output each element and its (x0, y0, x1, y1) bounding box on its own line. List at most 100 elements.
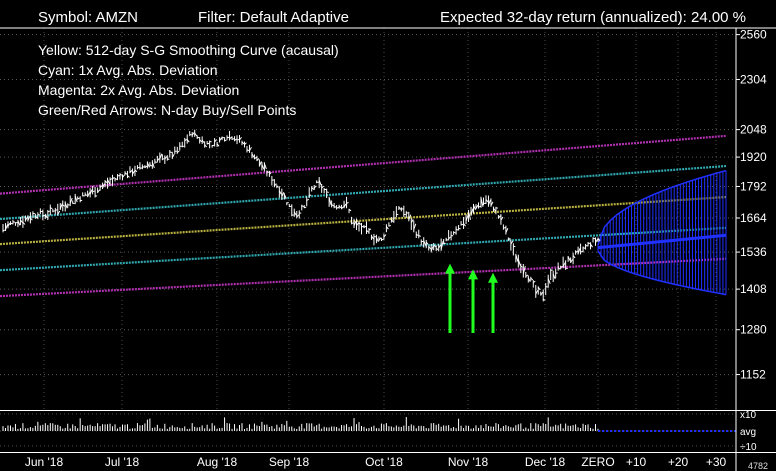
price-close-tick (331, 204, 334, 207)
price-close-tick (520, 265, 524, 268)
price-close-tick (440, 241, 444, 250)
price-close-tick (346, 201, 349, 204)
price-close-tick (396, 213, 399, 216)
price-close-tick (321, 185, 325, 189)
price-close-tick (480, 197, 484, 207)
price-close-tick (543, 298, 546, 301)
price-close-tick (234, 138, 237, 141)
price-close-tick (144, 165, 148, 169)
price-close-tick (580, 250, 583, 253)
x-tick-label: Oct '18 (365, 455, 403, 469)
price-close-tick (463, 223, 466, 227)
price-close-tick (114, 177, 118, 180)
price-close-tick (453, 231, 456, 234)
price-close-tick (381, 238, 384, 241)
price-close-tick (74, 195, 78, 203)
price-close-tick (249, 147, 252, 152)
price-close-tick (239, 137, 242, 141)
price-close-tick (224, 139, 227, 142)
price-close-tick (87, 192, 91, 197)
band-dev1 (0, 164, 727, 221)
price-close-tick (266, 170, 270, 173)
price-close-tick (201, 139, 205, 144)
price-close-tick (162, 158, 165, 160)
price-close-tick (328, 197, 332, 206)
price-close-tick (530, 277, 534, 281)
legend-yellow: Yellow: 512-day S-G Smoothing Curve (aca… (38, 42, 339, 58)
price-close-tick (535, 290, 539, 295)
buy-arrow-head (488, 272, 498, 283)
price-close-tick (468, 211, 472, 220)
price-close-tick (99, 185, 103, 188)
price-close-tick (57, 210, 61, 215)
forecast-center-line (597, 233, 727, 250)
buy-arrow-head (445, 263, 455, 274)
forecast-upper-edge (597, 169, 727, 246)
price-close-tick (533, 280, 536, 283)
price-close-tick (446, 239, 449, 241)
price-close-tick (425, 241, 429, 245)
price-close-tick (10, 222, 13, 225)
price-close-tick (570, 259, 574, 263)
legend-arrows: Green/Red Arrows: N-day Buy/Sell Points (38, 102, 297, 118)
price-close-tick (273, 183, 277, 187)
legend-cyan: Cyan: 1x Avg. Abs. Deviation (38, 62, 218, 78)
grid (0, 28, 736, 447)
price-close-tick (438, 244, 442, 249)
price-close-tick (256, 158, 260, 161)
price-close-tick (82, 195, 85, 197)
price-close-tick (159, 153, 163, 159)
price-close-tick (415, 233, 419, 237)
price-close-tick (375, 237, 379, 243)
price-close-tick (311, 187, 315, 190)
price-close-tick (430, 246, 434, 252)
price-close-tick (134, 169, 138, 173)
y-tick-label: 1408 (740, 282, 767, 296)
x-tick-label: Nov '18 (448, 455, 489, 469)
band-dev1 (0, 226, 727, 272)
price-close-tick (69, 197, 73, 204)
price-close-tick (5, 224, 8, 230)
price-close-tick (204, 144, 208, 148)
price-close-tick (455, 228, 459, 231)
price-close-tick (104, 180, 108, 183)
price-close-tick (97, 189, 101, 193)
filter-label: Filter: Default Adaptive (198, 9, 349, 26)
price-close-tick (385, 226, 389, 230)
price-close-tick (540, 291, 544, 296)
price-close-tick (398, 206, 402, 210)
price-close-tick (214, 139, 217, 143)
x-tick-label: Dec '18 (525, 455, 566, 469)
price-close-tick (194, 132, 198, 137)
price-close-tick (460, 223, 464, 226)
price-close-tick (229, 136, 232, 140)
price-close-tick (326, 191, 329, 193)
price-close-tick (296, 214, 300, 218)
price-close-tick (278, 190, 282, 195)
deviation-bands (0, 134, 727, 298)
band-dev2 (0, 257, 727, 298)
price-close-tick (493, 208, 496, 212)
price-close-tick (304, 206, 307, 209)
price-close-tick (129, 170, 133, 173)
price-close-tick (89, 189, 93, 195)
price-close-tick (59, 203, 63, 210)
price-close-tick (276, 185, 280, 188)
x-tick-label: +10 (626, 455, 647, 469)
price-close-tick (515, 254, 519, 262)
price-close-tick (423, 240, 427, 246)
price-close-tick (176, 150, 180, 153)
price-close-tick (465, 214, 469, 222)
price-close-tick (485, 199, 489, 203)
y-tick-label: 2304 (740, 72, 767, 86)
price-close-tick (508, 237, 511, 241)
price-close-tick (167, 158, 170, 160)
price-close-tick (590, 243, 593, 248)
y-tick-label: 1152 (740, 368, 766, 382)
price-close-tick (313, 185, 317, 189)
price-close-tick (547, 278, 551, 284)
price-close-tick (44, 214, 48, 219)
price-close-tick (50, 207, 53, 210)
price-close-tick (283, 194, 287, 199)
price-close-tick (22, 221, 26, 225)
